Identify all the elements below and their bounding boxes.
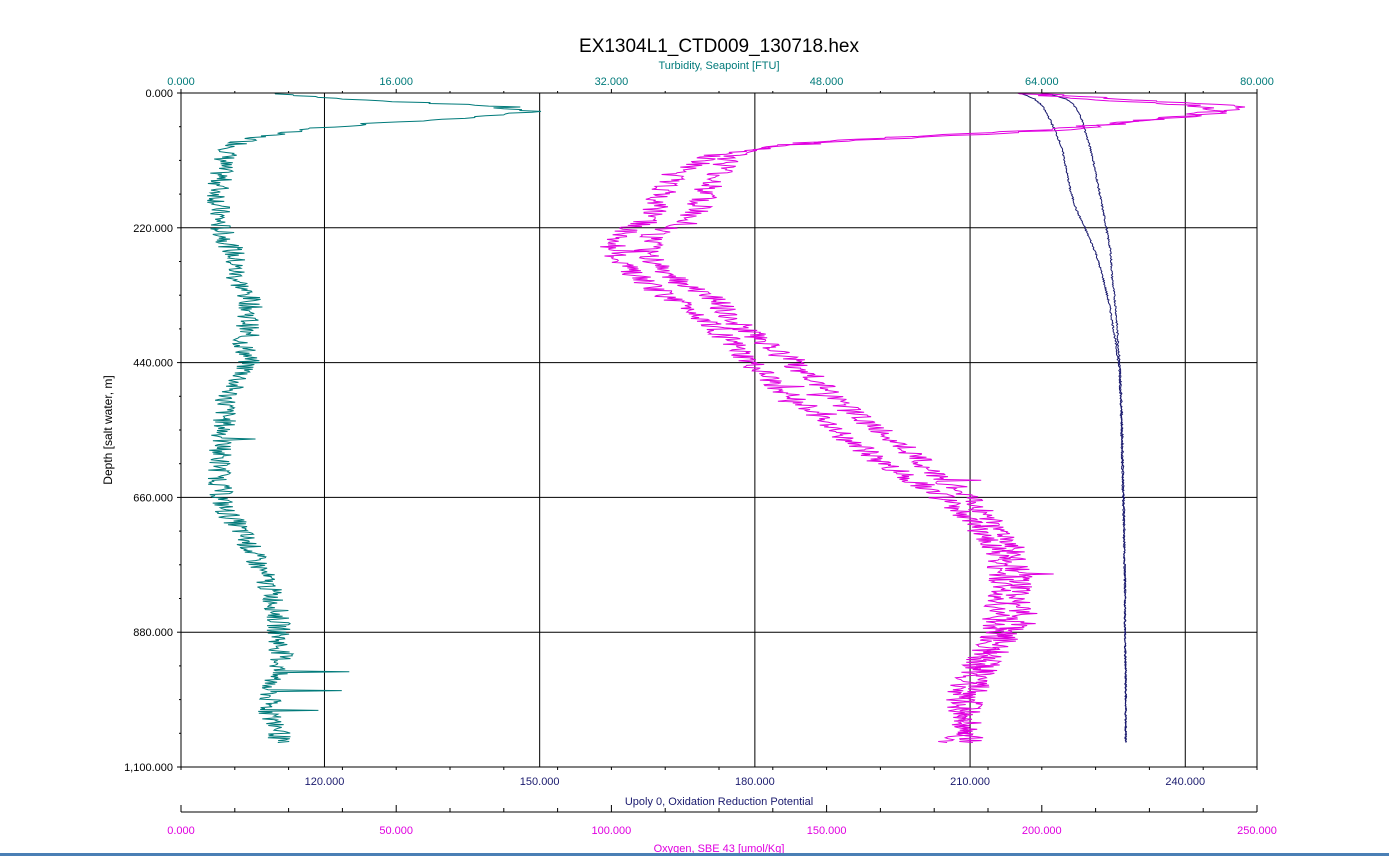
oxygen-axis-title: Oxygen, SBE 43 [umol/Kg]	[654, 843, 785, 855]
depth-tick-label: 440.000	[133, 358, 173, 370]
chart-axes: 0.000 220.000 440.000 660.000 880.000 1,100.0…	[124, 76, 1277, 837]
depth-tick-label: 220.000	[133, 223, 173, 235]
depth-tick-label: 660.000	[133, 492, 173, 504]
oxygen-tick-label: 0.000	[167, 825, 195, 837]
chart-series	[207, 92, 1246, 743]
orp-tick-label: 210.000	[950, 776, 990, 788]
depth-tick-label: 1,100.000	[124, 762, 173, 774]
series-line-oxygen-4	[634, 92, 1246, 743]
plot-frame	[180, 92, 1258, 768]
orp-tick-label: 180.000	[735, 776, 775, 788]
orp-tick-label: 150.000	[520, 776, 560, 788]
depth-tick-label: 0.000	[145, 88, 173, 100]
chart-grid	[181, 92, 1257, 768]
oxygen-tick-label: 100.000	[592, 825, 632, 837]
oxygen-tick-label: 200.000	[1022, 825, 1062, 837]
depth-axis-title: Depth [salt water, m]	[101, 375, 115, 484]
orp-axis-title: Upoly 0, Oxidation Reduction Potential	[625, 796, 813, 808]
series-line-orp-2	[1019, 92, 1128, 743]
orp-tick-label: 120.000	[305, 776, 345, 788]
turbidity-tick-label: 80.000	[1240, 76, 1274, 88]
oxygen-tick-label: 150.000	[807, 825, 847, 837]
turbidity-tick-label: 32.000	[595, 76, 629, 88]
series-line-oxygen-3	[600, 92, 1227, 743]
turbidity-tick-label: 48.000	[810, 76, 844, 88]
chart-title: EX1304L1_CTD009_130718.hex	[579, 36, 859, 57]
turbidity-tick-label: 0.000	[167, 76, 195, 88]
turbidity-axis-title: Turbidity, Seapoint [FTU]	[658, 60, 779, 72]
orp-tick-label: 240.000	[1165, 776, 1205, 788]
series-line-turbidity-0	[207, 92, 542, 743]
window-bottom-border	[0, 853, 1389, 856]
oxygen-tick-label: 50.000	[379, 825, 413, 837]
turbidity-tick-label: 64.000	[1025, 76, 1059, 88]
oxygen-tick-label: 250.000	[1237, 825, 1277, 837]
turbidity-tick-label: 16.000	[379, 76, 413, 88]
series-line-orp-1	[1042, 92, 1128, 743]
depth-tick-label: 880.000	[133, 627, 173, 639]
